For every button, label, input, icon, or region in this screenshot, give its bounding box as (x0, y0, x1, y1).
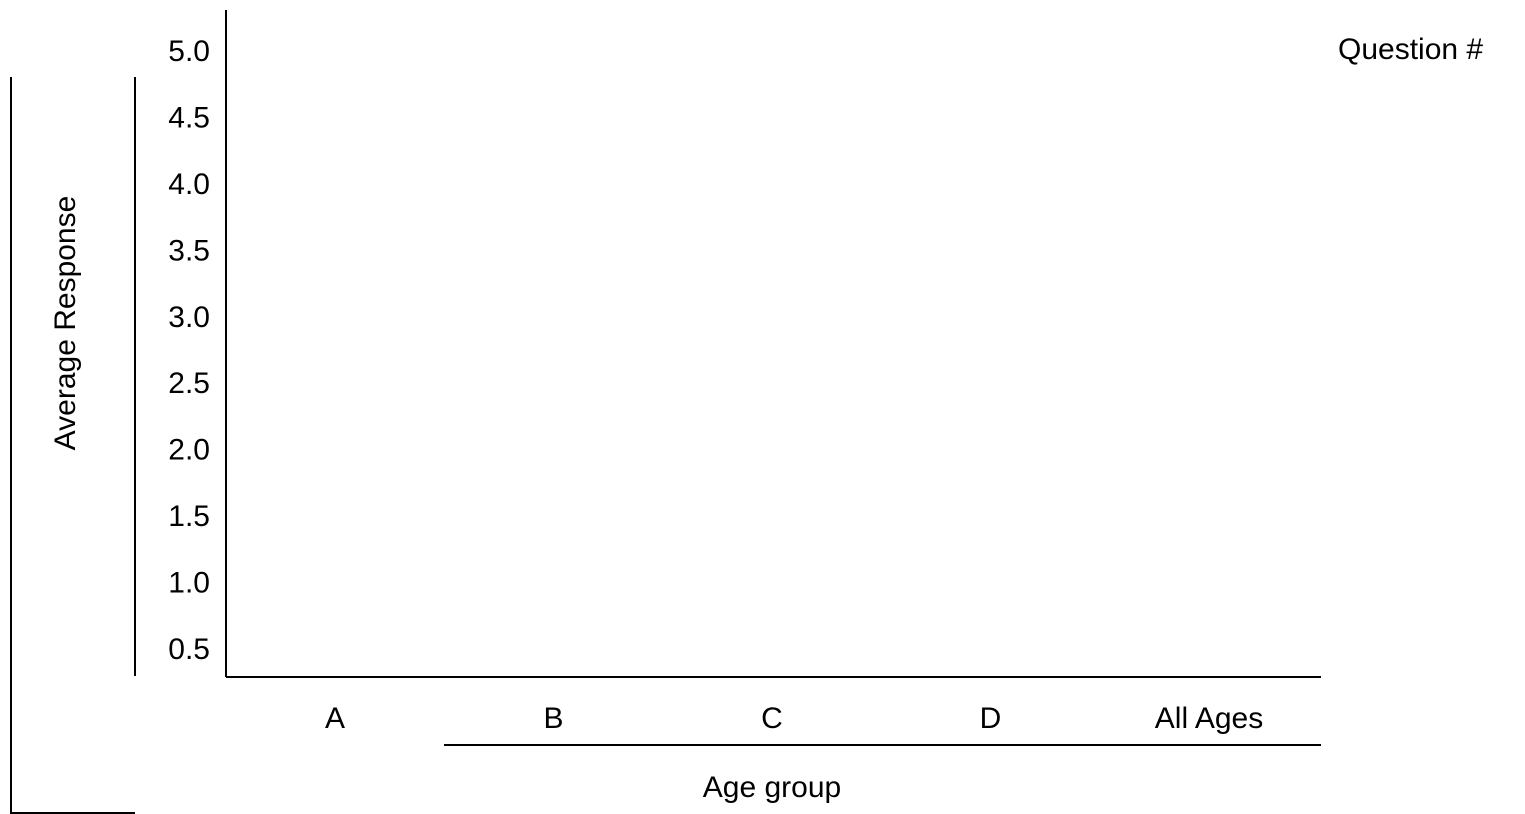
y-tick-label: 5.0 (168, 35, 210, 68)
y-tick-label: 3.0 (168, 301, 210, 334)
x-tick-label: C (761, 702, 783, 735)
y-tick-label: 1.5 (168, 500, 210, 533)
x-tick-label: D (980, 702, 1002, 735)
y-tick-label: 0.5 (168, 633, 210, 666)
y-tick-label: 3.5 (168, 234, 210, 267)
x-tick-label: B (543, 702, 563, 735)
y-tick-label: 4.0 (168, 168, 210, 201)
y-axis-label: Average Response (49, 196, 82, 451)
x-tick-labels: A B C D All Ages (325, 702, 1263, 735)
y-tick-label: 1.0 (168, 567, 210, 600)
y-tick-label: 4.5 (168, 101, 210, 134)
y-tick-label: 2.5 (168, 367, 210, 400)
x-axis-label: Age group (703, 771, 841, 804)
y-tick-labels: 0.5 1.0 1.5 2.0 2.5 3.0 3.5 4.0 4.5 5.0 (168, 35, 210, 666)
legend-title: Question # (1338, 33, 1483, 66)
y-tick-label: 2.0 (168, 434, 210, 467)
x-tick-label: A (325, 702, 345, 735)
x-tick-label: All Ages (1155, 702, 1263, 735)
